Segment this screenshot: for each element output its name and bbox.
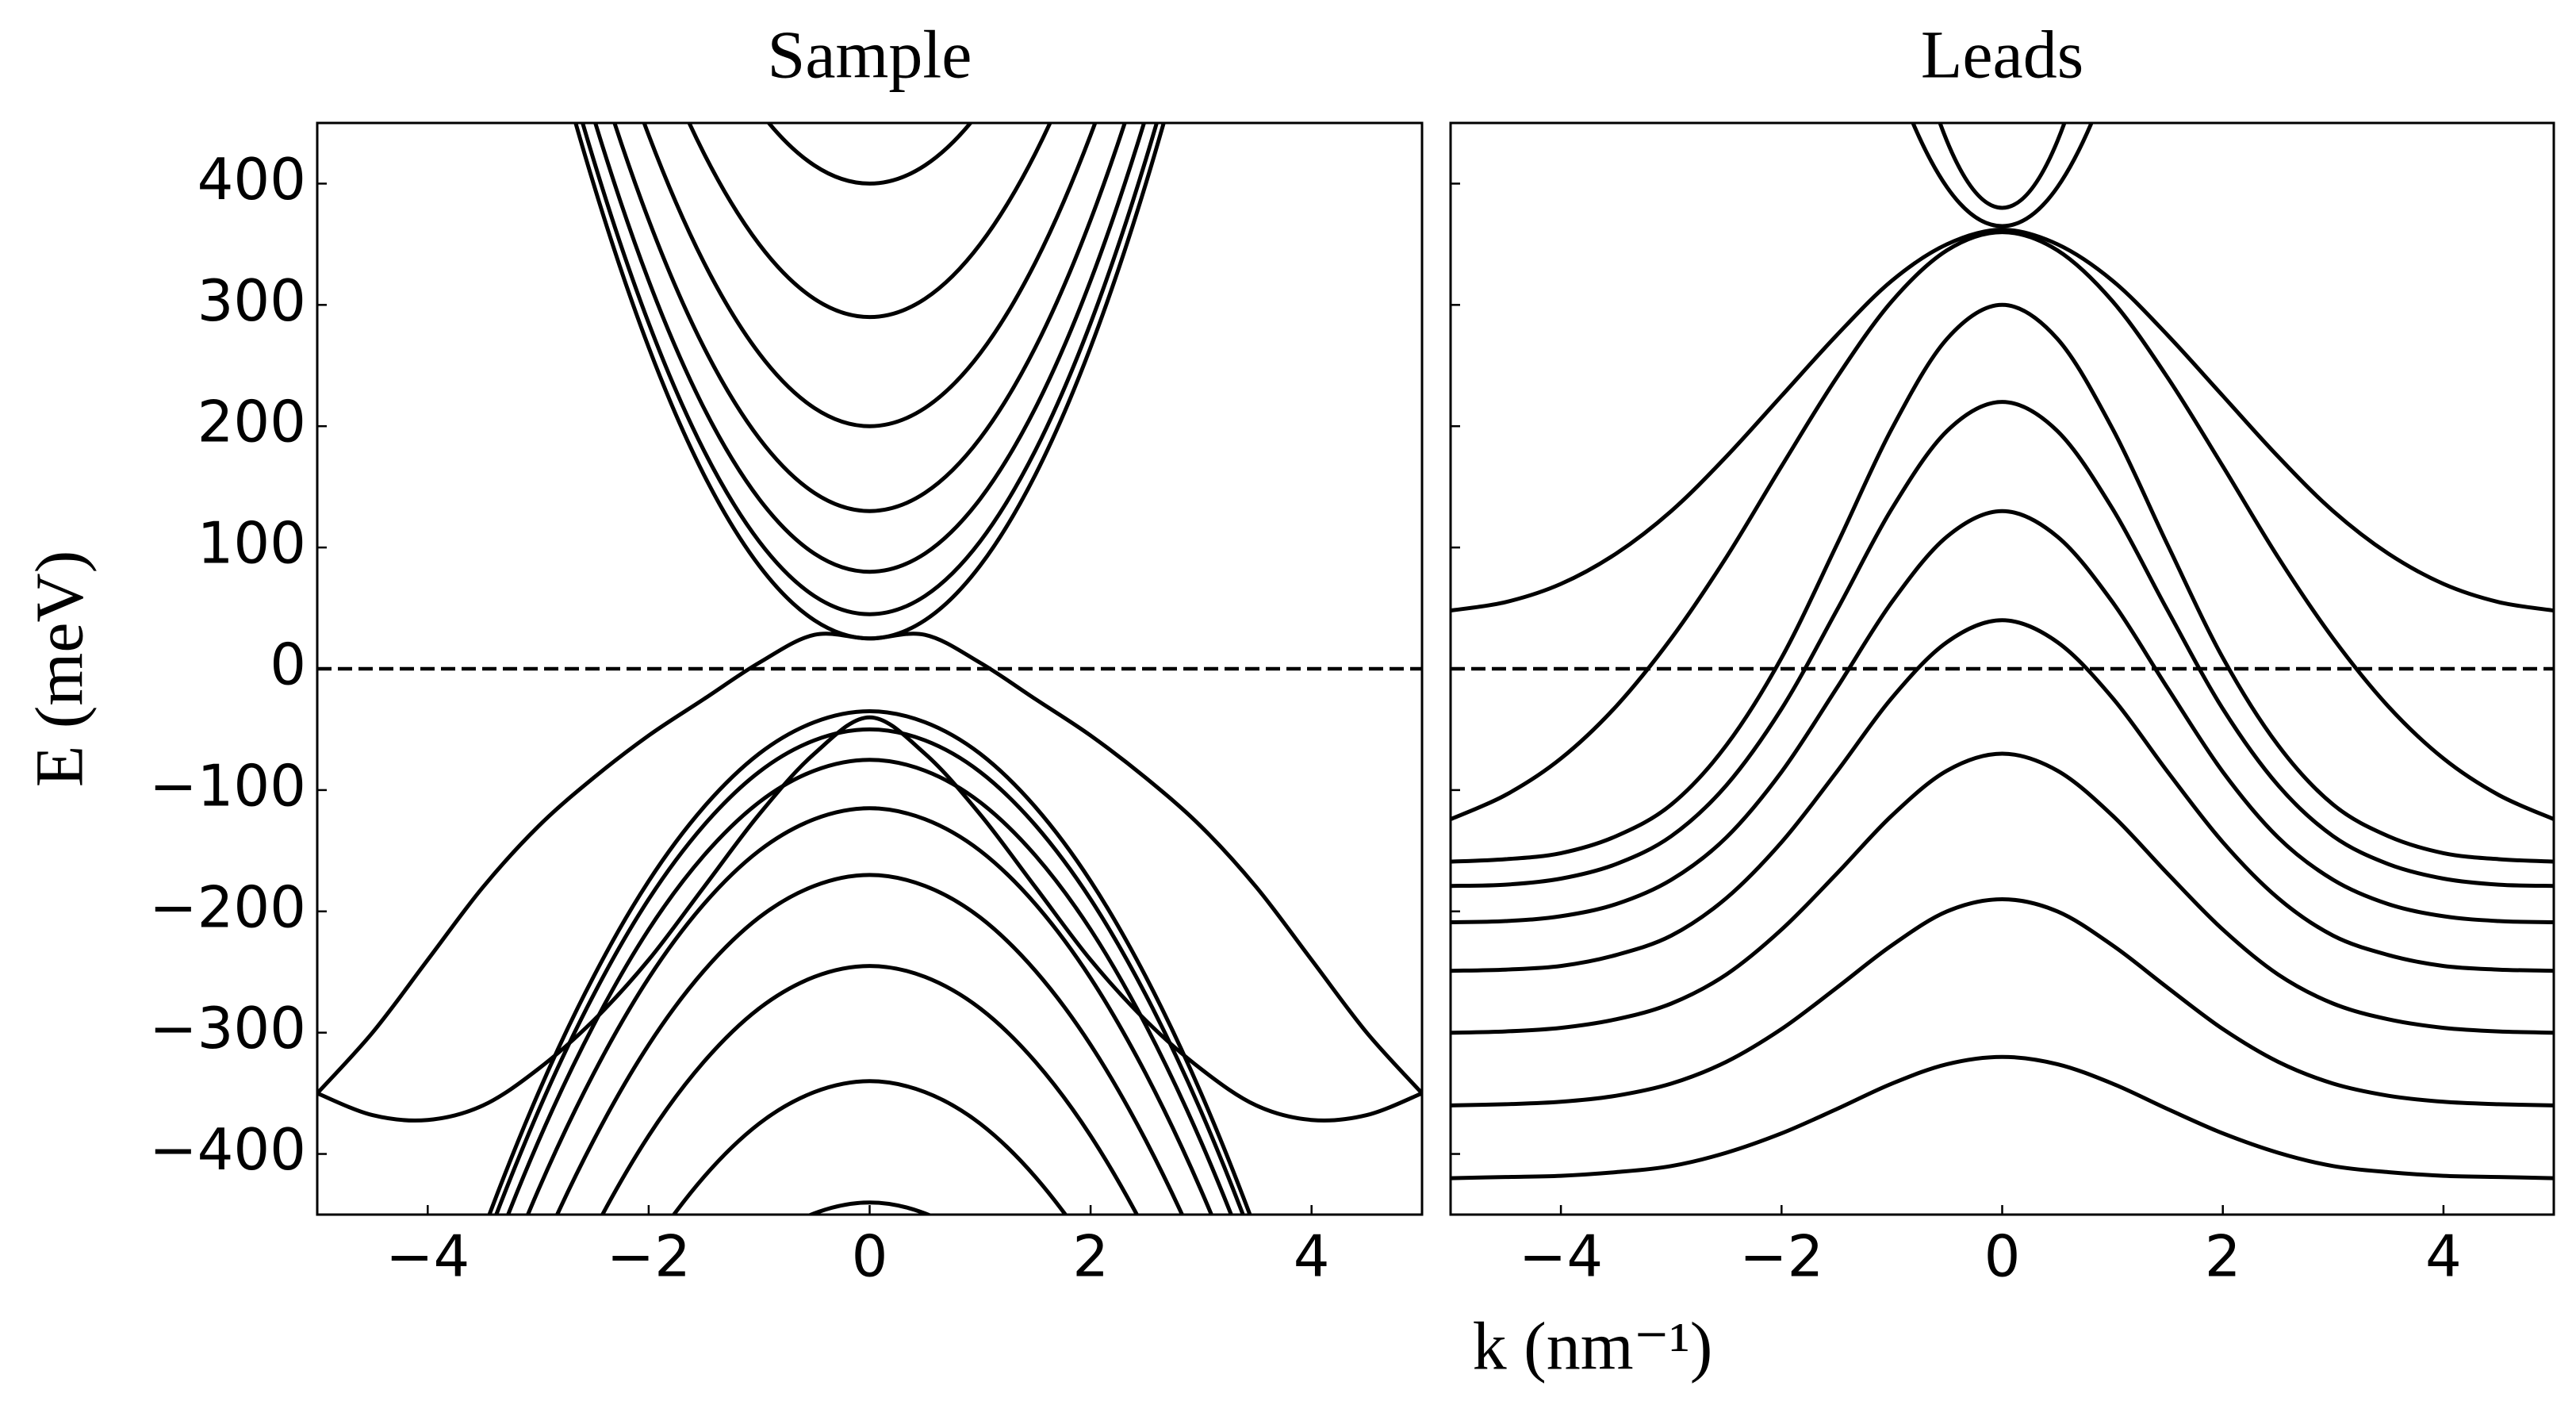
band-line [505,758,1234,1215]
band-line [1911,123,2094,228]
band-line [1451,302,2554,864]
x-axis-label: k (nm⁻¹) [1473,1308,1713,1384]
band-line [1451,618,2554,973]
x-tick-label: 0 [1984,1223,2021,1290]
band-line [1938,123,2067,210]
x-tick-label: 4 [2425,1223,2462,1290]
band-line [487,708,1252,1215]
y-tick-label: −200 [149,873,306,940]
x-tick-label: 0 [852,1223,888,1290]
plot-area [1451,123,2554,1180]
band-line [642,123,1098,428]
band-line [687,123,1052,320]
band-line [600,964,1140,1215]
x-tick-label: −4 [385,1223,470,1290]
band-line [317,631,1422,1095]
band-line [1451,1054,2554,1180]
band-line [1451,227,2554,613]
y-tick-label: −100 [149,752,306,819]
band-line [1451,509,2554,924]
panel-title: Leads [1921,17,2083,93]
y-tick-label: 100 [197,510,306,577]
band-line [1451,896,2554,1107]
y-axis-label: E (meV) [21,551,98,787]
y-tick-label: 400 [197,146,306,213]
x-tick-label: −2 [607,1223,691,1290]
y-tick-label: 0 [270,631,306,698]
band-line [580,123,1160,616]
y-tick-label: 300 [197,267,306,334]
plot-area [317,123,1422,1215]
band-line [612,123,1127,513]
band-line [766,123,973,186]
y-tick-label: −300 [149,995,306,1061]
band-line [671,1079,1068,1215]
x-tick-label: −4 [1519,1223,1603,1290]
band-line [593,123,1147,574]
band-line [573,123,1166,641]
band-line [317,715,1422,1123]
band-line [554,873,1185,1215]
band-line [1451,230,2554,821]
panel-title: Sample [768,17,972,93]
x-tick-label: 2 [2205,1223,2241,1290]
band-line [1451,400,2554,889]
x-tick-label: 4 [1294,1223,1330,1290]
band-line [525,806,1214,1215]
y-tick-label: 200 [197,389,306,455]
band-line [494,727,1245,1215]
x-tick-label: 2 [1072,1223,1109,1290]
band-line [806,1200,933,1215]
band-line [1451,751,2554,1035]
y-tick-label: −400 [149,1116,306,1183]
x-tick-label: −2 [1739,1223,1823,1290]
